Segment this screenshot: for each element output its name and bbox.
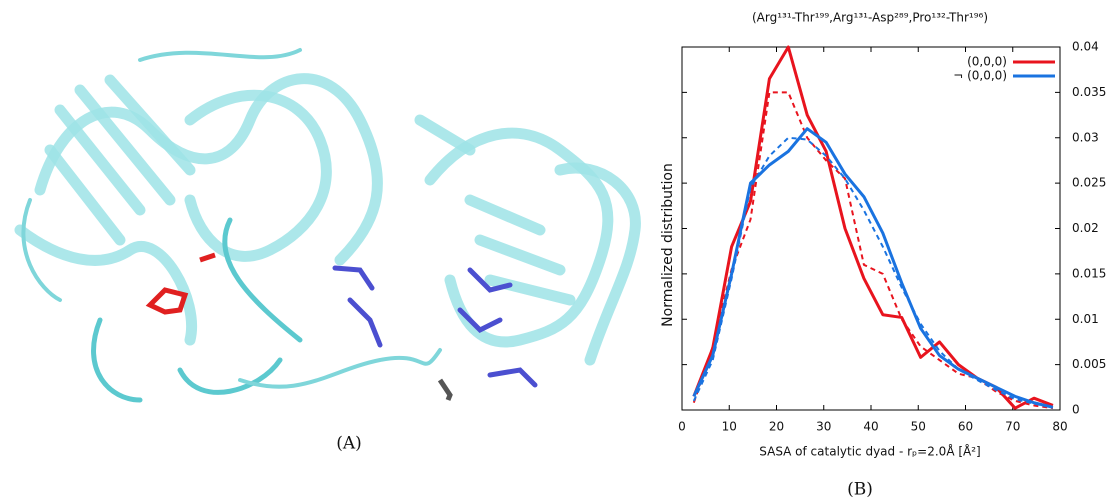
- y-axis-label: Normalized distribution: [660, 163, 676, 327]
- x-tick-label: 30: [816, 420, 831, 434]
- residue: [437, 378, 453, 401]
- ribbon: [554, 162, 641, 366]
- x-tick-label: 0: [678, 420, 686, 434]
- ribbon: [414, 114, 576, 306]
- x-tick-label: 10: [722, 420, 737, 434]
- coil: [21, 48, 442, 389]
- ribbon: [184, 89, 332, 262]
- x-tick-label: 40: [863, 420, 878, 434]
- residue: [145, 252, 216, 315]
- y-tick-label: 0.03: [1072, 130, 1099, 144]
- x-tick-label: 70: [1005, 420, 1020, 434]
- loop: [91, 217, 303, 403]
- y-tick-label: 0.005: [1072, 357, 1106, 371]
- y-tick-label: 0.025: [1072, 176, 1106, 190]
- protein-structure: [14, 48, 641, 403]
- ribbon: [34, 73, 383, 266]
- legend-label: ¬ (0,0,0): [953, 69, 1007, 83]
- y-tick-label: 0.02: [1072, 221, 1099, 235]
- series-line: [692, 127, 1054, 409]
- ribbon: [14, 224, 197, 346]
- y-tick-label: 0.015: [1072, 266, 1106, 280]
- residue: [332, 265, 538, 388]
- x-tick-label: 80: [1052, 420, 1067, 434]
- panel-caption: (A): [336, 434, 362, 454]
- series-line: [692, 136, 1054, 409]
- y-tick-label: 0.035: [1072, 85, 1106, 99]
- ribbon: [44, 74, 196, 246]
- x-tick-label: 60: [958, 420, 973, 434]
- series-line: [692, 91, 1054, 410]
- x-tick-label: 50: [911, 420, 926, 434]
- x-axis-label: SASA of catalytic dyad - rₚ=2.0Å [Å²]: [759, 444, 980, 459]
- y-tick-label: 0: [1072, 403, 1080, 417]
- y-tick-label: 0.01: [1072, 312, 1099, 326]
- chart-title: (Arg¹³¹-Thr¹⁹⁹,Arg¹³¹-Asp²⁸⁹,Pro¹³²-Thr¹…: [752, 11, 988, 25]
- y-tick-label: 0.04: [1072, 40, 1099, 54]
- panel-caption: (B): [847, 480, 873, 500]
- x-tick-label: 20: [769, 420, 784, 434]
- legend-label: (0,0,0): [967, 55, 1007, 69]
- ribbon: [424, 127, 614, 348]
